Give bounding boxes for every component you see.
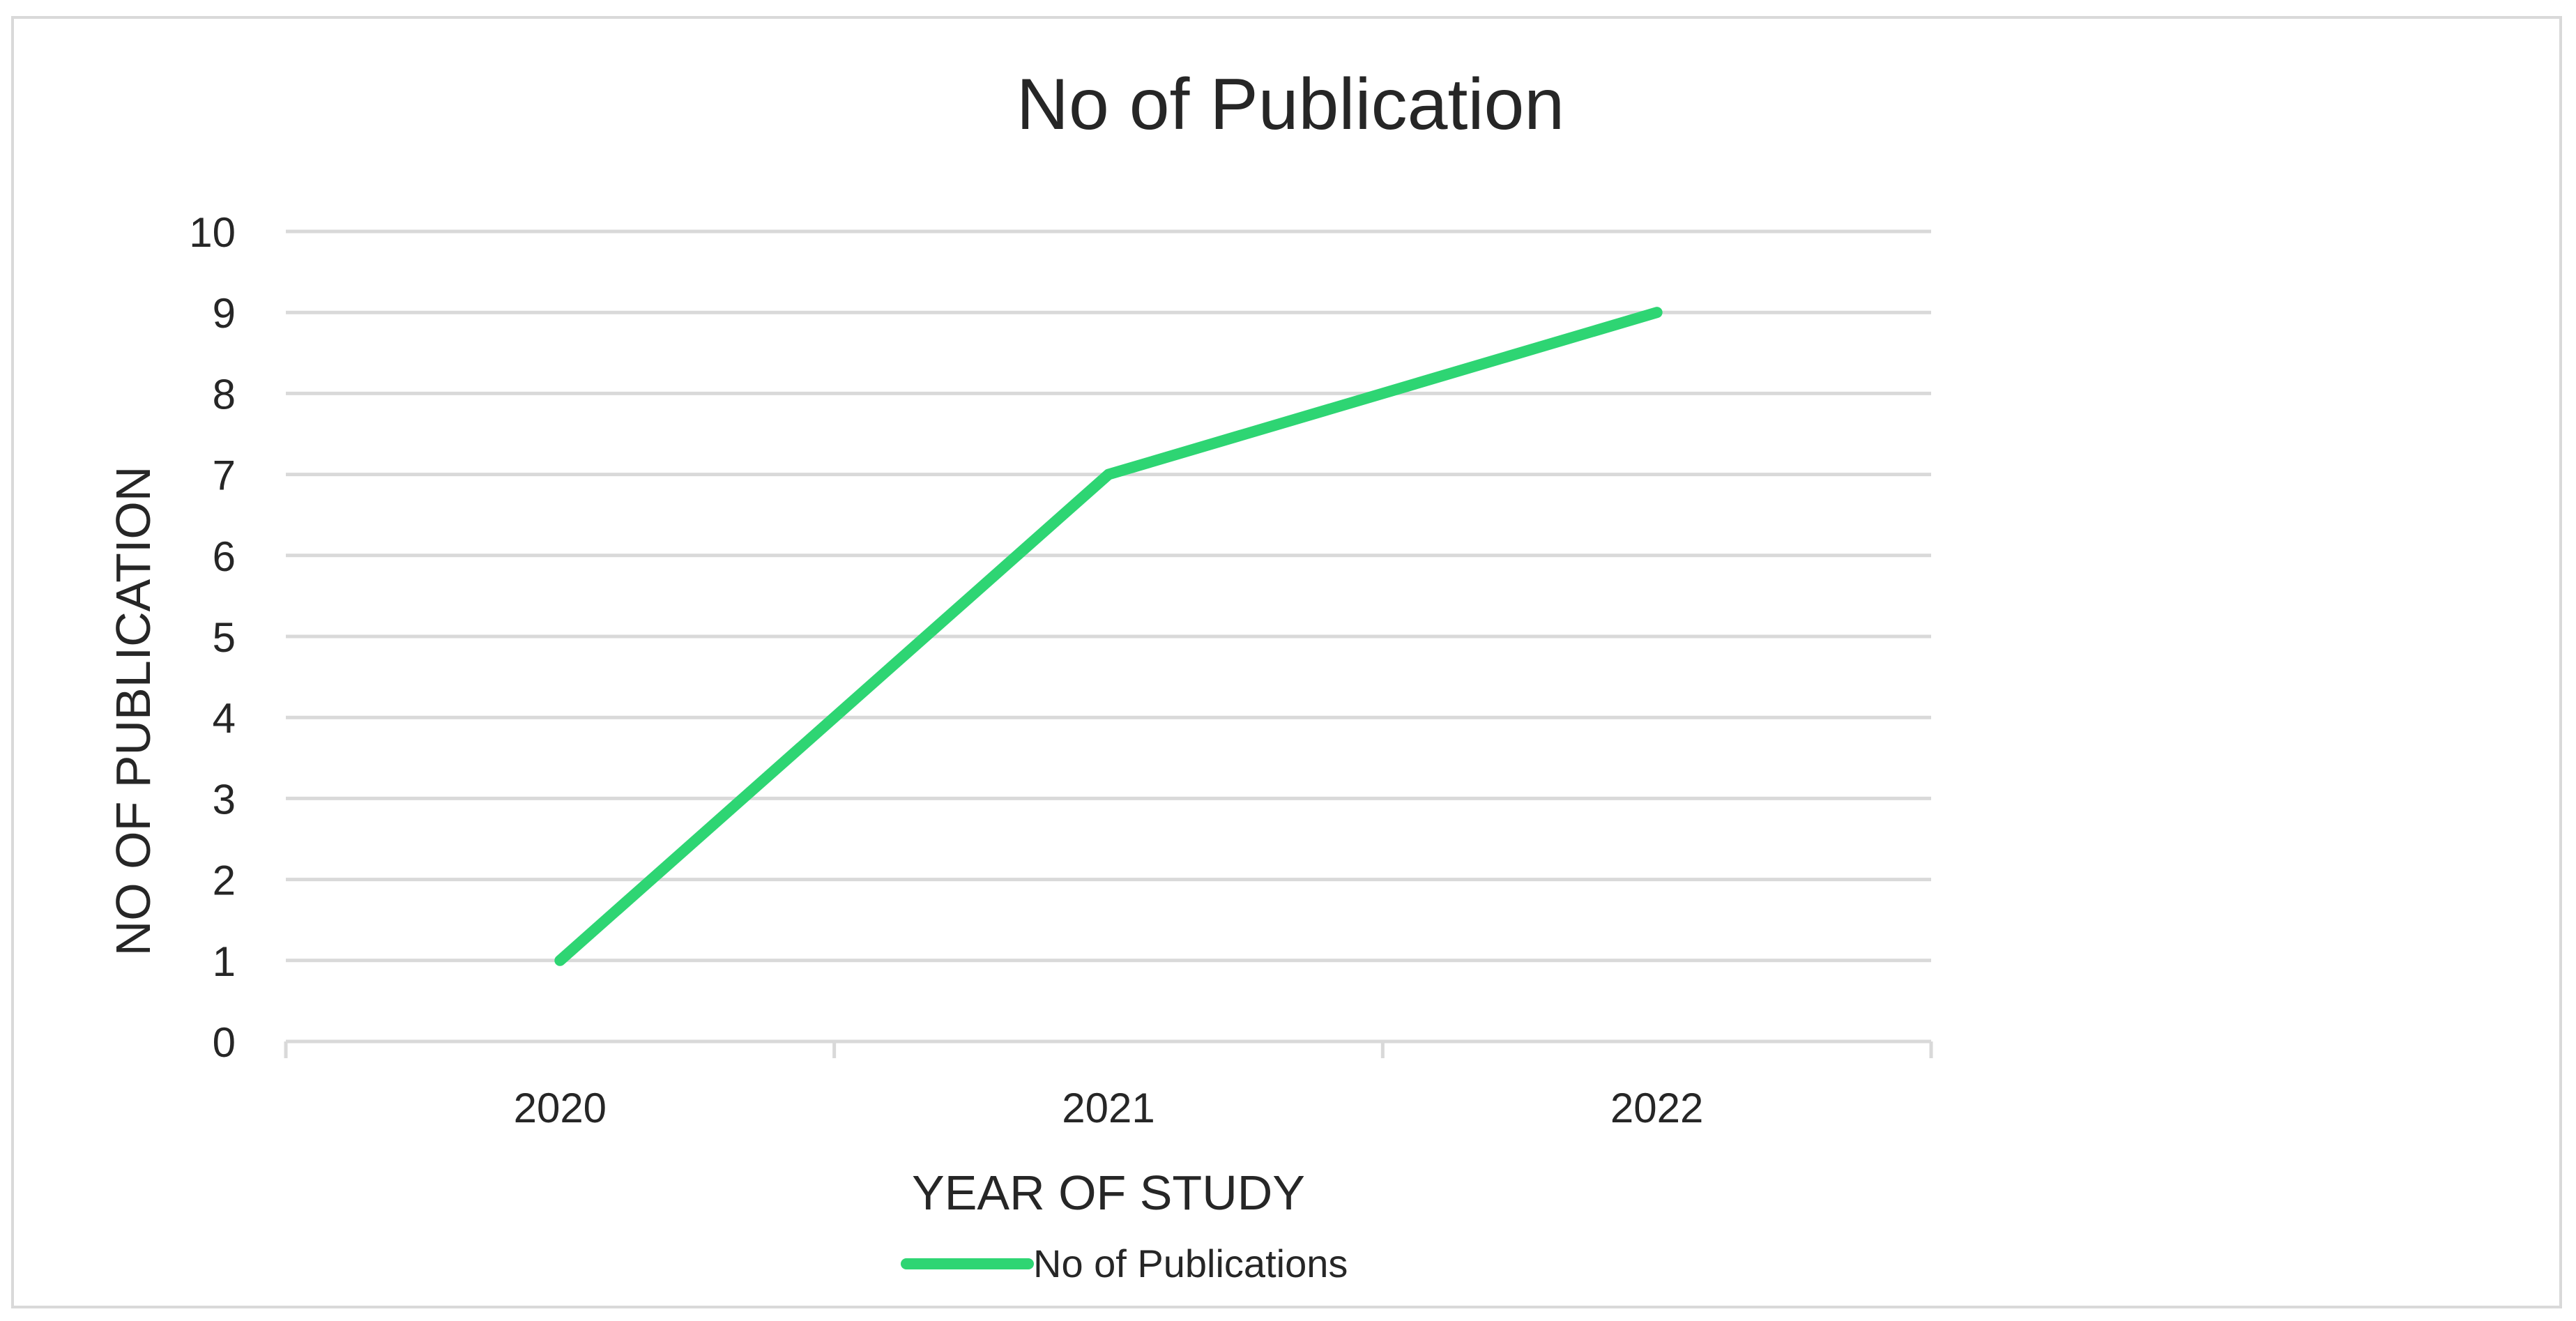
- chart-border: [11, 16, 2562, 1308]
- x-axis-title: YEAR OF STUDY: [912, 1166, 1305, 1220]
- x-tick-label: 2021: [1062, 1085, 1154, 1131]
- y-tick-label: 6: [213, 533, 236, 580]
- y-tick-label: 3: [213, 776, 236, 823]
- y-tick-label: 0: [213, 1019, 236, 1066]
- y-tick-label: 9: [213, 290, 236, 337]
- y-tick-label: 7: [213, 452, 236, 499]
- y-tick-label: 4: [213, 695, 236, 742]
- y-tick-label: 10: [189, 209, 236, 256]
- y-tick-label: 5: [213, 614, 236, 661]
- x-axis: 2020 2021 2022: [284, 1039, 1933, 1131]
- series-lines: [554, 307, 1663, 966]
- data-point: [559, 959, 561, 961]
- data-point: [1108, 473, 1109, 475]
- y-axis-tick-labels: 0 1 2 3 4 5 6 7 8 9 10: [189, 209, 236, 1066]
- x-tick-label: 2022: [1610, 1085, 1703, 1131]
- y-tick-label: 2: [213, 857, 236, 904]
- legend: No of Publications: [901, 1242, 1348, 1285]
- y-tick-label: 8: [213, 371, 236, 418]
- y-axis-title: NO OF PUBLICATION: [106, 466, 160, 956]
- data-point: [1656, 312, 1658, 314]
- y-tick-label: 1: [213, 938, 236, 985]
- legend-label: No of Publications: [1033, 1242, 1348, 1285]
- x-tick-label: 2020: [514, 1085, 607, 1131]
- gridlines: [286, 229, 1931, 963]
- chart-title: No of Publication: [1016, 64, 1564, 145]
